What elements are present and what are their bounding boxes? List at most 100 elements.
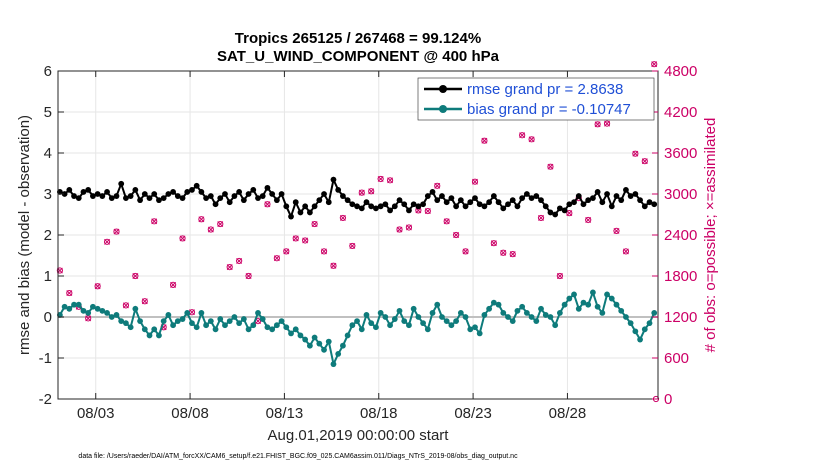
bias-marker — [627, 320, 634, 327]
bias-marker — [580, 299, 587, 306]
bias-marker — [94, 305, 101, 312]
rmse-marker — [174, 193, 181, 199]
bias-marker — [85, 310, 92, 316]
bias-marker — [278, 318, 285, 324]
bias-marker — [297, 332, 304, 339]
obs-assimilated-marker — [141, 298, 148, 305]
bias-marker — [207, 318, 214, 324]
bias-marker — [391, 316, 398, 322]
obs-assimilated-marker — [358, 189, 365, 196]
obs-assimilated-marker — [641, 158, 648, 165]
rmse-marker — [325, 199, 332, 206]
rmse-marker — [184, 189, 191, 195]
obs-possible-marker — [471, 178, 479, 185]
bias-marker — [108, 314, 115, 320]
rmse-marker — [613, 193, 620, 199]
obs-assimilated-marker — [122, 302, 129, 309]
bias-marker — [623, 314, 629, 320]
bias-marker — [217, 316, 224, 322]
bias-marker — [618, 307, 625, 314]
obs-possible-marker — [434, 182, 441, 189]
obs-possible-marker — [547, 163, 554, 170]
rmse-marker — [179, 195, 186, 202]
bias-marker — [533, 318, 540, 324]
rmse-marker — [651, 201, 658, 208]
bias-marker — [420, 320, 426, 327]
rmse-marker — [226, 199, 233, 206]
bias-marker — [189, 320, 195, 327]
rmse-marker — [462, 203, 469, 210]
rmse-marker — [344, 197, 351, 204]
rmse-marker — [85, 187, 92, 193]
bias-marker — [556, 310, 563, 316]
obs-assimilated-marker — [368, 188, 375, 195]
rmse-marker — [594, 189, 601, 195]
rmse-marker — [387, 207, 393, 214]
rmse-marker — [406, 207, 412, 214]
obs-assimilated-marker — [283, 248, 290, 255]
rmse-marker — [490, 193, 497, 199]
bias-marker — [137, 318, 143, 324]
obs-assimilated-marker — [311, 221, 318, 228]
obs-assimilated-marker — [424, 208, 431, 215]
bias-marker — [141, 326, 148, 333]
rmse-marker — [123, 195, 129, 202]
rmse-marker — [382, 201, 389, 208]
rmse-marker — [509, 197, 516, 204]
x-tick-label: 08/08 — [171, 405, 209, 422]
y2-tick-label: 0 — [664, 391, 672, 408]
legend-bias-label: bias grand pr = -0.10747 — [467, 101, 631, 118]
rmse-marker — [556, 205, 563, 212]
legend-bias-marker — [439, 105, 447, 113]
rmse-marker — [538, 197, 544, 204]
obs-possible-marker — [245, 272, 252, 280]
obs-possible-marker — [405, 224, 413, 231]
bias-marker — [387, 322, 393, 329]
obs-assimilated-marker — [622, 248, 629, 255]
bias-marker — [538, 305, 544, 312]
rmse-marker — [207, 193, 214, 199]
rmse-marker — [99, 193, 106, 199]
x-tick-label: 08/23 — [454, 405, 492, 422]
bias-marker — [123, 320, 129, 327]
obs-assimilated-marker — [245, 273, 252, 279]
rmse-marker — [292, 199, 299, 206]
rmse-marker — [354, 203, 360, 210]
bias-marker — [321, 346, 327, 353]
y2-tick-label: 2400 — [664, 227, 697, 244]
bias-marker — [264, 324, 271, 331]
bias-marker — [146, 332, 153, 339]
rmse-marker — [311, 203, 318, 210]
y2-tick-label: 4200 — [664, 104, 697, 121]
obs-possible-marker — [103, 238, 111, 245]
y-tick-label: -1 — [39, 350, 52, 367]
bias-marker — [231, 314, 238, 320]
bias-marker — [127, 324, 134, 331]
obs-possible-marker — [311, 220, 318, 228]
obs-possible-marker — [500, 249, 507, 256]
obs-assimilated-marker — [66, 290, 73, 297]
x-axis-label: Aug.01,2019 00:00:00 start — [268, 427, 450, 444]
rmse-marker — [500, 205, 507, 212]
obs-assimilated-marker — [528, 136, 535, 143]
bias-marker — [354, 318, 360, 324]
obs-assimilated-marker — [481, 137, 488, 144]
rmse-series — [56, 176, 658, 220]
rmse-marker — [80, 189, 87, 195]
rmse-marker — [439, 193, 445, 199]
obs-possible-marker — [603, 120, 611, 127]
bias-marker — [311, 334, 318, 341]
bias-marker — [212, 326, 219, 333]
bias-marker — [335, 351, 342, 357]
bias-marker — [443, 318, 450, 324]
legend: rmse grand pr = 2.8638 bias grand pr = -… — [417, 77, 655, 121]
obs-possible-marker — [94, 283, 101, 290]
obs-assimilated-marker — [113, 228, 120, 235]
rmse-marker — [113, 193, 120, 199]
rmse-marker — [217, 195, 224, 202]
rmse-marker — [486, 199, 493, 206]
obs-possible-marker — [377, 175, 384, 183]
bias-marker — [292, 326, 299, 333]
bias-marker — [396, 307, 403, 314]
bias-marker — [236, 320, 243, 327]
